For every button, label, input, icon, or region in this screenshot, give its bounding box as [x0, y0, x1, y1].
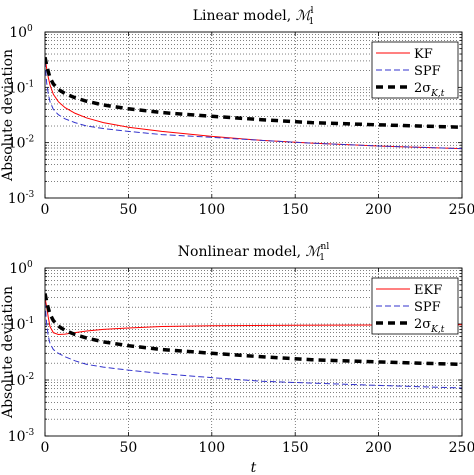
- legend-label-text: KF: [414, 47, 433, 62]
- y-axis-label: Absolute deviation: [0, 286, 16, 419]
- series-group: [45, 56, 462, 150]
- y-tick-base: 10: [8, 429, 26, 445]
- x-tick-label: 100: [198, 202, 225, 218]
- chart-title: Nonlinear model, ℳnl 1: [178, 242, 330, 263]
- y-tick-label: 100: [9, 24, 33, 41]
- chart-title-superscript: l: [311, 6, 314, 16]
- y-tick-label: 10-1: [8, 316, 35, 333]
- legend-label-subscript: K,t: [430, 325, 445, 335]
- x-tick-label: 250: [449, 202, 474, 218]
- y-tick-label: 10-2: [8, 135, 35, 152]
- y-tick-exponent: -3: [26, 428, 35, 438]
- series-ekf-line: [45, 297, 462, 335]
- y-tick-base: 10: [9, 25, 27, 41]
- chart-title-symbol: ℳ: [306, 244, 323, 260]
- x-tick-label: 250: [449, 440, 474, 456]
- x-tick-label: 150: [282, 202, 309, 218]
- x-tick-label: 100: [198, 440, 225, 456]
- x-tick-label: 200: [365, 440, 392, 456]
- series-group: [45, 293, 462, 389]
- y-tick-exponent: 0: [27, 260, 33, 270]
- y-tick-base: 10: [8, 317, 26, 333]
- x-tick-label: 0: [41, 202, 50, 218]
- x-tick-label: 0: [41, 440, 50, 456]
- legend-label: EKF: [414, 283, 442, 298]
- legend-label: KF: [414, 47, 433, 62]
- y-tick-label: 10-3: [8, 190, 35, 207]
- y-tick-exponent: -1: [26, 316, 35, 326]
- chart-title-symbol: ℳ: [296, 8, 313, 24]
- legend-label: 2σK,t: [414, 317, 445, 335]
- series-2sigma-line: [45, 293, 462, 367]
- x-axis-label: t: [251, 460, 257, 475]
- y-tick-label: 10-2: [8, 372, 35, 389]
- series-2sigma-line: [45, 56, 462, 129]
- grid: [45, 268, 462, 436]
- legend-label-text: 2σ: [414, 317, 431, 332]
- legend-label-text: EKF: [414, 283, 442, 298]
- x-tick-label: 200: [365, 202, 392, 218]
- series-spf-line: [45, 60, 462, 150]
- x-tick-label: 150: [282, 440, 309, 456]
- series-spf-line: [45, 301, 462, 389]
- y-tick-base: 10: [8, 191, 26, 207]
- y-tick-label: 10-1: [8, 79, 35, 96]
- x-tick-label: 50: [119, 202, 137, 218]
- y-tick-base: 10: [9, 261, 27, 277]
- legend-label-text: 2σ: [414, 81, 431, 96]
- chart-title-superscript: nl: [321, 242, 330, 252]
- y-tick-base: 10: [8, 136, 26, 152]
- legend-label: SPF: [414, 64, 441, 79]
- chart-title-subscript: 1: [319, 253, 325, 263]
- y-tick-exponent: -3: [26, 190, 35, 200]
- y-axis-label: Absolute deviation: [0, 49, 16, 182]
- y-tick-base: 10: [8, 80, 26, 96]
- x-tick-label: 50: [119, 440, 137, 456]
- y-tick-base: 10: [8, 373, 26, 389]
- axes-box: [44, 31, 463, 199]
- y-tick-label: 100: [9, 260, 33, 277]
- legend-label: 2σK,t: [414, 81, 445, 99]
- legend-label-subscript: K,t: [430, 89, 445, 99]
- y-tick-label: 10-3: [8, 428, 35, 445]
- chart-title-subscript: 1: [309, 17, 315, 27]
- legend-label-text: SPF: [414, 64, 441, 79]
- chart-title-text: Nonlinear model,: [178, 244, 306, 260]
- axes-box: [44, 267, 463, 437]
- y-tick-exponent: -2: [26, 372, 35, 382]
- legend: EKF SPF 2σK,t: [371, 277, 459, 335]
- y-tick-exponent: -1: [26, 79, 35, 89]
- legend: KF SPF 2σK,t: [371, 41, 459, 99]
- chart-title-text: Linear model,: [193, 8, 296, 24]
- chart-title: Linear model, ℳl 1: [193, 6, 315, 27]
- legend-label: SPF: [414, 300, 441, 315]
- y-tick-exponent: 0: [27, 24, 33, 34]
- y-tick-exponent: -2: [26, 135, 35, 145]
- legend-label-text: SPF: [414, 300, 441, 315]
